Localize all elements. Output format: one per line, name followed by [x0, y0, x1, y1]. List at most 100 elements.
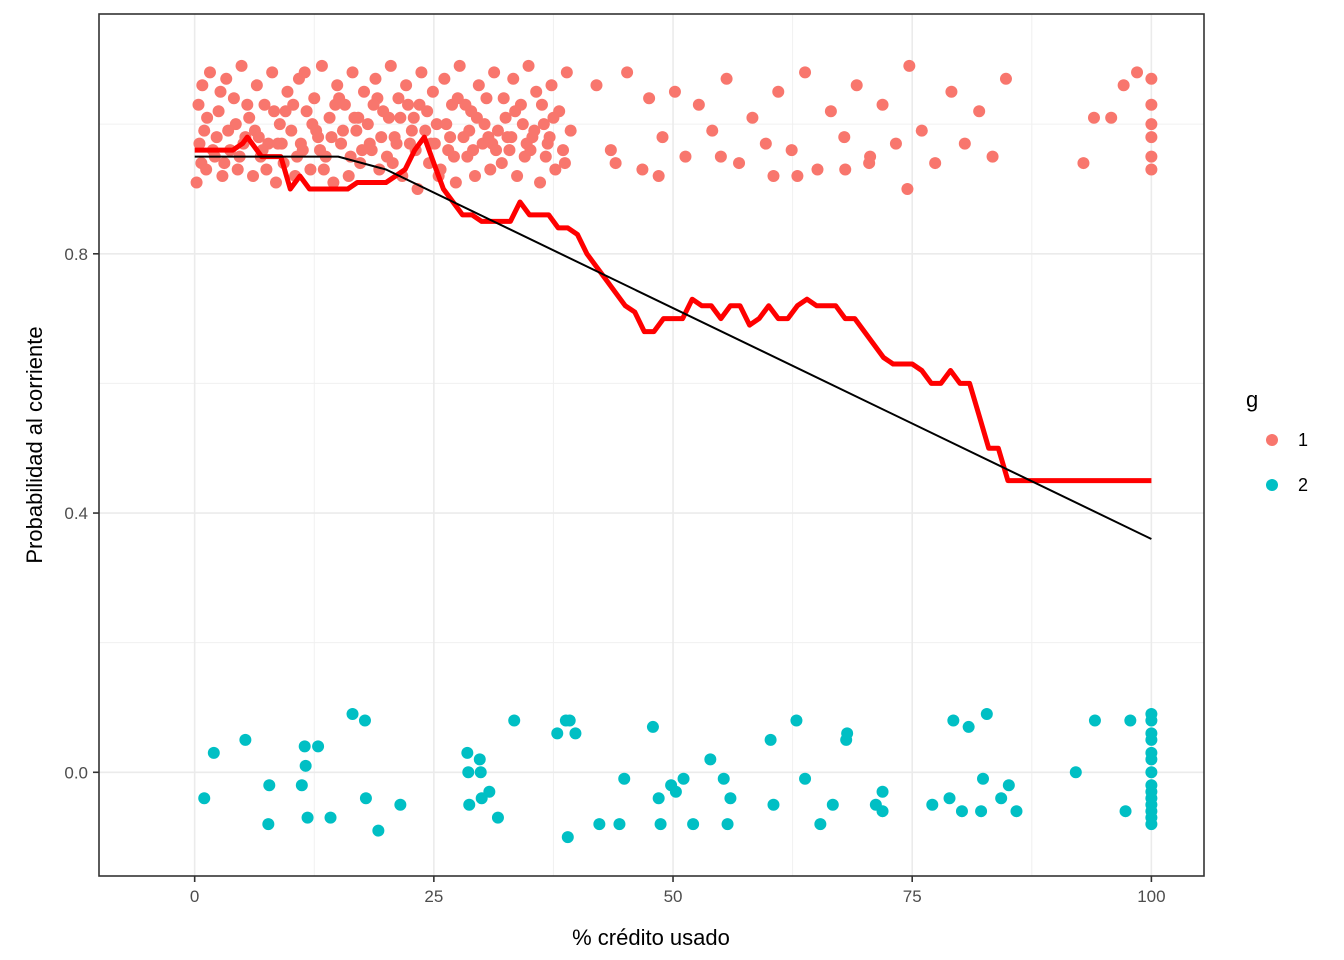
data-point-group-1 — [484, 163, 497, 176]
data-point-group-1 — [706, 124, 719, 137]
data-point-group-1 — [839, 163, 852, 176]
fit-lines — [194, 134, 1152, 540]
data-point-group-1 — [382, 111, 395, 124]
data-point-group-2 — [724, 792, 737, 805]
data-point-group-2 — [669, 785, 682, 798]
data-point-group-2 — [646, 720, 659, 733]
data-point-group-1 — [218, 157, 231, 170]
data-point-group-1 — [530, 85, 543, 98]
legend-key-1 — [1266, 434, 1278, 446]
data-point-group-1 — [482, 131, 495, 144]
data-point-group-2 — [814, 818, 827, 831]
data-point-group-2 — [1069, 766, 1082, 779]
data-point-group-2 — [1002, 779, 1015, 792]
data-point-group-1 — [315, 59, 328, 72]
data-point-group-2 — [463, 798, 476, 811]
data-point-group-2 — [461, 746, 474, 759]
data-point-group-1 — [247, 170, 260, 183]
data-point-group-1 — [824, 105, 837, 118]
data-point-group-1 — [348, 111, 361, 124]
data-point-group-2 — [372, 824, 385, 837]
data-point-group-1 — [350, 124, 363, 137]
data-point-group-1 — [210, 131, 223, 144]
linear-fit-line — [194, 155, 1152, 540]
data-point-group-1 — [999, 72, 1012, 85]
data-point-group-1 — [539, 150, 552, 163]
data-point-group-1 — [636, 163, 649, 176]
data-point-group-1 — [201, 111, 214, 124]
data-point-group-2 — [298, 740, 311, 753]
data-point-group-2 — [717, 772, 730, 785]
data-point-group-2 — [1145, 766, 1158, 779]
data-point-group-1 — [369, 72, 382, 85]
data-point-group-1 — [252, 131, 265, 144]
data-point-group-1 — [335, 137, 348, 150]
data-point-group-1 — [495, 157, 508, 170]
data-point-group-1 — [390, 137, 403, 150]
legend-label-2: 2 — [1298, 475, 1308, 495]
data-point-group-1 — [746, 111, 759, 124]
data-point-group-1 — [394, 111, 407, 124]
data-point-group-1 — [304, 163, 317, 176]
data-point-group-1 — [480, 92, 493, 105]
scatter-points — [190, 59, 1158, 844]
data-point-group-1 — [1105, 111, 1118, 124]
data-point-group-1 — [1077, 157, 1090, 170]
data-point-group-1 — [468, 170, 481, 183]
data-point-group-1 — [791, 170, 804, 183]
data-point-group-1 — [470, 111, 483, 124]
data-point-group-1 — [497, 92, 510, 105]
legend-entry-2: 2 — [1266, 475, 1308, 495]
data-point-group-2 — [962, 720, 975, 733]
data-point-group-2 — [975, 805, 988, 818]
data-point-group-1 — [400, 79, 413, 92]
data-point-group-1 — [196, 79, 209, 92]
data-point-group-1 — [241, 98, 254, 111]
data-point-group-1 — [415, 66, 428, 79]
data-point-group-2 — [569, 727, 582, 740]
data-point-group-1 — [463, 124, 476, 137]
data-point-group-1 — [356, 144, 369, 157]
y-tick-label: 0.0 — [64, 763, 88, 782]
data-point-group-2 — [654, 818, 667, 831]
data-point-group-1 — [1145, 150, 1158, 163]
data-point-group-2 — [1010, 805, 1023, 818]
data-point-group-1 — [1131, 66, 1144, 79]
y-tick-label: 0.4 — [64, 504, 88, 523]
data-point-group-1 — [958, 137, 971, 150]
data-point-group-2 — [263, 779, 276, 792]
data-point-group-1 — [342, 170, 355, 183]
data-point-group-1 — [266, 66, 279, 79]
data-point-group-2 — [790, 714, 803, 727]
data-point-group-2 — [926, 798, 939, 811]
data-point-group-1 — [564, 124, 577, 137]
legend-title: g — [1246, 387, 1258, 412]
data-point-group-1 — [535, 98, 548, 111]
data-point-group-1 — [327, 176, 340, 189]
data-point-group-1 — [537, 118, 550, 131]
data-point-group-1 — [1087, 111, 1100, 124]
data-point-group-1 — [863, 157, 876, 170]
data-point-group-1 — [668, 85, 681, 98]
data-point-group-1 — [198, 124, 211, 137]
y-axis-title: Probabilidad al corriente — [22, 326, 47, 563]
data-point-group-1 — [901, 182, 914, 195]
data-point-group-1 — [472, 79, 485, 92]
data-point-group-1 — [269, 176, 282, 189]
x-tick-label: 50 — [664, 887, 683, 906]
data-point-group-2 — [198, 792, 211, 805]
data-point-group-1 — [203, 66, 216, 79]
data-point-group-1 — [413, 98, 426, 111]
data-point-group-1 — [440, 118, 453, 131]
data-point-group-2 — [841, 727, 854, 740]
data-point-group-1 — [325, 131, 338, 144]
data-point-group-2 — [995, 792, 1008, 805]
data-point-group-1 — [250, 79, 263, 92]
data-point-group-1 — [1145, 163, 1158, 176]
data-point-group-1 — [222, 124, 235, 137]
data-point-group-1 — [467, 144, 480, 157]
legend-label-1: 1 — [1298, 430, 1308, 450]
data-point-group-1 — [1145, 98, 1158, 111]
data-point-group-2 — [876, 805, 889, 818]
data-point-group-1 — [501, 131, 514, 144]
